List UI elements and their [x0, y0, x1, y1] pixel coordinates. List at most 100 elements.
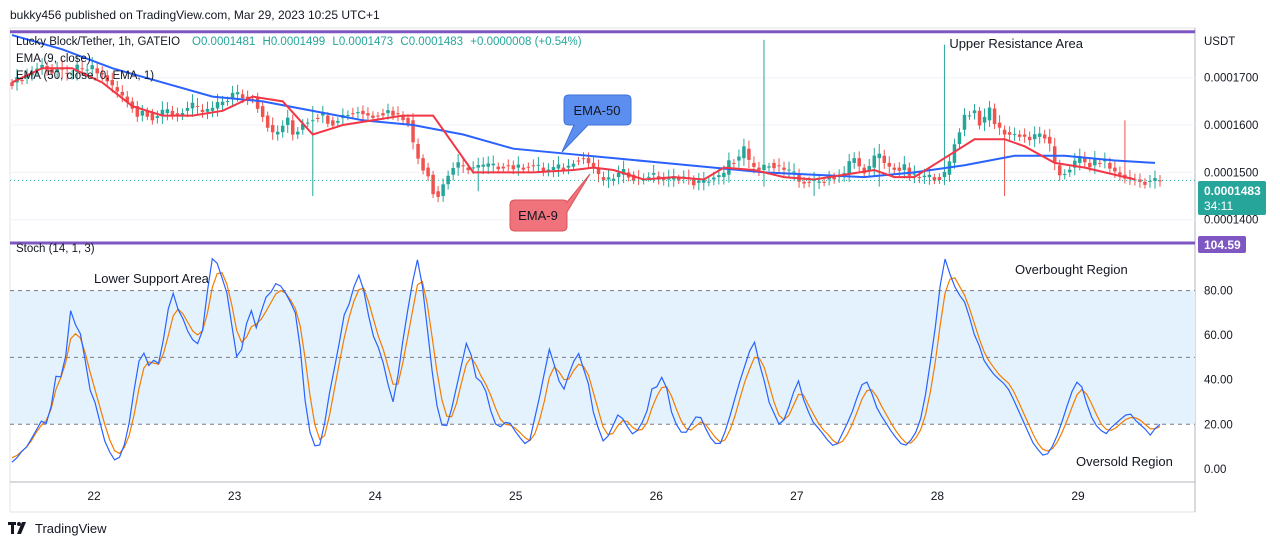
candle-body: [987, 107, 992, 121]
open-value: 0.0001481: [201, 36, 255, 48]
price-tick-labels: 0.0001700 0.0001600 0.0001500 0.0001400: [1204, 73, 1258, 227]
footer-brand[interactable]: TradingView: [8, 519, 107, 537]
candle-body: [586, 158, 591, 164]
candle-body: [1002, 129, 1007, 135]
candle-body: [366, 113, 370, 116]
candle-body: [1153, 178, 1157, 181]
candle-body: [1017, 134, 1022, 137]
candle-body: [777, 165, 781, 167]
candle-body: [215, 102, 220, 109]
candle-body: [872, 155, 877, 168]
candle-body: [1108, 162, 1112, 169]
time-tick-label: 25: [509, 489, 523, 503]
candle-body: [411, 120, 415, 143]
candle-body: [521, 167, 526, 170]
candle-body: [1032, 134, 1037, 140]
candle-body: [707, 181, 711, 183]
candle-body: [747, 148, 751, 160]
candle-body: [406, 117, 410, 124]
candle-body: [235, 92, 240, 95]
currency-label: USDT: [1204, 36, 1235, 48]
candle-body: [651, 173, 656, 175]
oversold-annotation: Oversold Region: [1076, 454, 1173, 469]
candle-body: [280, 125, 285, 133]
candle-body: [446, 175, 450, 185]
candle-body: [897, 167, 902, 171]
candle-body: [140, 110, 145, 116]
candle-body: [195, 106, 200, 108]
ema-9-callout-label: EMA-9: [518, 208, 558, 223]
candle-body: [471, 167, 475, 169]
candle-body: [220, 101, 225, 106]
candle-body: [285, 117, 290, 126]
candle-body: [336, 120, 340, 123]
candle-body: [456, 162, 460, 168]
low-value: 0.0001473: [339, 36, 393, 48]
candle-body: [301, 124, 305, 130]
candle-body: [962, 114, 967, 130]
candle-body: [306, 122, 310, 124]
candle-body: [997, 122, 1002, 128]
publish-info: bukky456 published on TradingView.com, M…: [10, 8, 380, 22]
candle-body: [311, 120, 315, 122]
candle-body: [135, 106, 140, 117]
candle-body: [50, 69, 54, 74]
ema-9-legend[interactable]: EMA (9, close): [16, 53, 91, 65]
candle-body: [902, 164, 907, 170]
candle-body: [265, 115, 270, 128]
candle-body: [90, 65, 94, 70]
time-axis[interactable]: 22 23 24 25 26 27 28 29: [87, 489, 1085, 503]
candle-body: [391, 110, 395, 116]
price-axis[interactable]: USDT 0.0001700 0.0001600 0.0001500 0.000140…: [1198, 36, 1266, 227]
candle-body: [80, 68, 84, 70]
time-tick-label: 27: [790, 489, 804, 503]
candle-body: [1158, 180, 1162, 182]
time-tick-label: 26: [650, 489, 664, 503]
candle-body: [180, 112, 185, 116]
candle-body: [120, 91, 125, 96]
candle-body: [421, 158, 425, 171]
candle-body: [346, 115, 350, 117]
candle-body: [165, 109, 170, 114]
candle-body: [115, 87, 120, 92]
candle-body: [396, 113, 400, 115]
candle-body: [972, 110, 977, 114]
candle-body: [782, 167, 786, 170]
stoch-tick-label: 0.00: [1204, 464, 1226, 476]
high-value: 0.0001499: [271, 36, 325, 48]
candle-body: [531, 165, 536, 167]
tradingview-logo-icon: [8, 522, 30, 534]
candle-body: [70, 74, 74, 76]
candle-body: [601, 177, 606, 181]
candle-body: [290, 120, 295, 135]
candle-body: [486, 163, 490, 167]
candle-body: [386, 110, 390, 114]
ema-9-line: [11, 67, 1136, 181]
candle-body: [912, 173, 917, 175]
stochastic-panel[interactable]: Stoch (14, 1, 3) Lower Support Area Over…: [10, 243, 1195, 469]
candle-body: [441, 184, 445, 197]
candle-body: [1093, 159, 1097, 166]
candle-body: [466, 167, 470, 171]
price-panel[interactable]: Lucky Block/Tether, 1h, GATEIO O0.000148…: [10, 30, 1195, 232]
candle-body: [1078, 156, 1082, 163]
bar-countdown: 34:11: [1204, 199, 1233, 213]
symbol-title: Lucky Block/Tether, 1h, GATEIO: [16, 36, 180, 48]
candle-body: [331, 120, 335, 126]
candle-body: [752, 162, 756, 167]
candle-body: [461, 165, 465, 167]
ema-50-legend[interactable]: EMA (50, close, 0, EMA, 1): [16, 70, 154, 82]
candle-body: [516, 164, 521, 168]
candle-body: [717, 175, 721, 178]
candle-body: [20, 80, 24, 82]
candle-body: [85, 69, 89, 71]
candle-body: [646, 176, 651, 178]
candle-body: [702, 179, 706, 183]
time-tick-label: 28: [931, 489, 945, 503]
stoch-legend[interactable]: Stoch (14, 1, 3): [16, 243, 95, 255]
candle-body: [767, 166, 771, 168]
candle-body: [697, 180, 701, 183]
candle-body: [692, 179, 696, 186]
